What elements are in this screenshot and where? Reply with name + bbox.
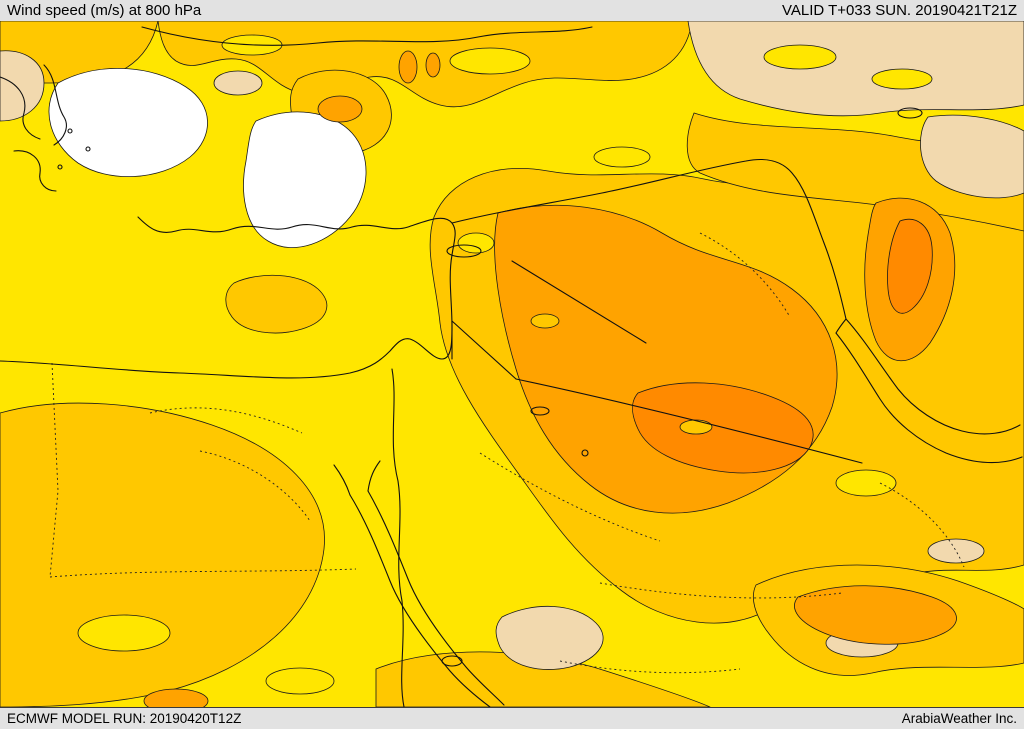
orange-spot-turkey xyxy=(317,95,363,123)
amber-right-top-band xyxy=(686,112,1024,232)
aegean-island-2 xyxy=(85,146,91,152)
peach-patch-anatolia-2 xyxy=(213,70,263,96)
model-run-label: ECMWF MODEL RUN: 20190420T12Z xyxy=(7,711,242,726)
white-calm-west-anatolia xyxy=(48,68,208,177)
aegean-island-3 xyxy=(57,164,63,170)
aegean-island-1 xyxy=(67,128,73,134)
yellow-hole-top-right-2 xyxy=(871,68,933,90)
gulf-of-aqaba-notch xyxy=(367,460,381,492)
white-calm-central-anatolia xyxy=(243,111,367,248)
credit-label: ArabiaWeather Inc. xyxy=(901,711,1017,726)
dotted-border-egypt-sudan xyxy=(49,568,357,578)
yellow-hole-egypt-1 xyxy=(77,614,171,652)
amber-sea-blob xyxy=(225,274,328,334)
persian-gulf-head xyxy=(835,318,847,334)
dashed-contour-nafud xyxy=(479,452,661,542)
orange-spot-top-2 xyxy=(425,52,441,78)
map-title: Wind speed (m/s) at 800 hPa xyxy=(7,2,202,19)
cyprus-island-outline xyxy=(446,244,482,258)
peach-bottom-center xyxy=(495,605,604,670)
red-sea-east-shore xyxy=(367,490,505,706)
dashed-contour-iraq xyxy=(699,232,791,318)
map-validity: VALID T+033 SUN. 20190421T21Z xyxy=(781,2,1017,19)
peach-top-right-band xyxy=(687,21,1024,117)
dashed-contour-sahara-2 xyxy=(199,450,311,522)
yellow-hole-east-arabia xyxy=(835,469,897,497)
border-saudi-iraq xyxy=(515,378,863,464)
map-header-bar: Wind speed (m/s) at 800 hPa VALID T+033 … xyxy=(0,0,1024,21)
small-contour-3 xyxy=(897,107,923,119)
amber-spot-in-core xyxy=(679,419,713,435)
small-contour-1 xyxy=(530,406,550,416)
border-turkey-syria-iran xyxy=(451,158,847,320)
peach-right-edge-patch xyxy=(920,114,1024,199)
red-sea-west-shore xyxy=(349,494,491,707)
orange-bottom-right-strip xyxy=(794,585,957,645)
aegean-coast-squiggle-2 xyxy=(43,64,67,146)
dashed-contour-bottom xyxy=(559,660,741,674)
amber-top-band xyxy=(157,21,693,108)
aegean-coast-squiggle-3 xyxy=(13,150,57,192)
border-jordan-saudi xyxy=(451,320,517,380)
yellow-hole-levant xyxy=(457,232,495,254)
black-sea-coastline xyxy=(141,26,593,46)
map-footer-bar: ECMWF MODEL RUN: 20190420T12Z ArabiaWeat… xyxy=(0,707,1024,729)
yellow-hole-top-right-1 xyxy=(763,44,837,70)
gulf-of-suez-notch xyxy=(333,464,351,496)
persian-gulf-south-shore xyxy=(835,332,1023,464)
orange-bottom-left-spot xyxy=(143,688,209,707)
wind-speed-contour-map xyxy=(0,21,1024,707)
persian-gulf-north-shore xyxy=(845,318,1021,435)
yellow-hole-top-band-1 xyxy=(449,47,531,75)
nile-river xyxy=(391,368,405,707)
dashed-contour-arabia-south xyxy=(599,582,843,599)
orange-spot-top-1 xyxy=(398,50,418,84)
dotted-border-libya-egypt xyxy=(49,362,59,578)
amber-spot-in-orange xyxy=(530,313,560,329)
yellow-hole-north-iraq xyxy=(593,146,651,168)
deep-orange-core-zagros xyxy=(887,219,933,314)
peach-right-mid xyxy=(927,538,985,564)
border-syria-iraq xyxy=(511,260,647,344)
aegean-coast-squiggle-1 xyxy=(0,76,41,140)
mediterranean-levant-coastline xyxy=(0,216,456,379)
small-contour-4 xyxy=(441,655,463,667)
yellow-hole-egypt-2 xyxy=(265,667,335,695)
peach-top-left-corner xyxy=(0,50,45,122)
small-contour-2 xyxy=(581,449,589,457)
